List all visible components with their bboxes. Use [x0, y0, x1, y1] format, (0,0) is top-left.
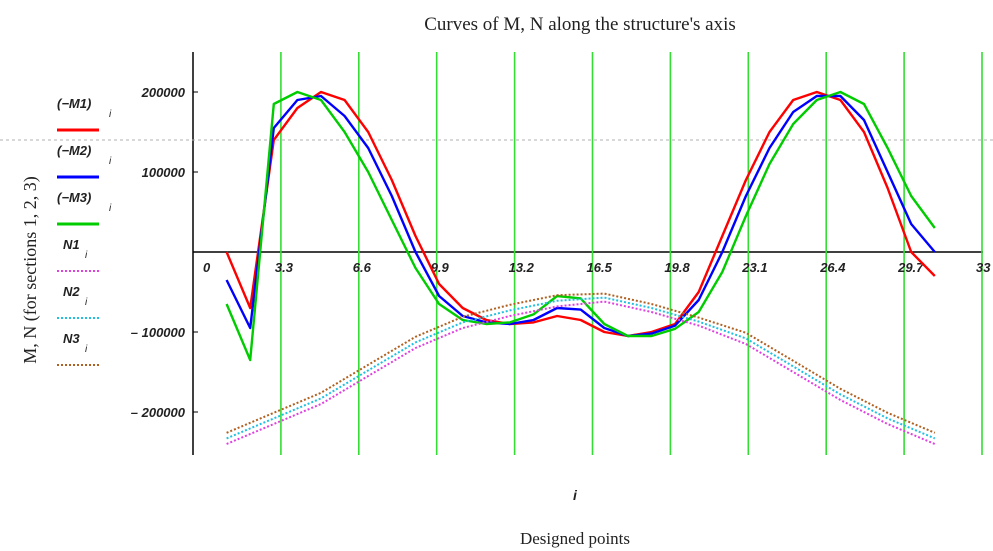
series-line-4	[226, 300, 936, 445]
y-axis-label: M, N (for sections 1, 2, 3)	[20, 176, 41, 363]
chart-title: Curves of M, N along the structure's axi…	[424, 14, 736, 35]
x-axis-label: Designed points	[520, 529, 630, 548]
legend-label: (−M2)	[57, 143, 91, 158]
legend-label-subscript: i	[109, 156, 112, 167]
legend-item-3: (−M3) i	[57, 190, 112, 226]
series-line-5	[226, 296, 936, 440]
legend-label: N1	[63, 237, 80, 252]
x-tick-label: 13.2	[509, 260, 535, 275]
legend-item-5: N2 i	[57, 284, 99, 319]
legend-label: (−M1)	[57, 96, 91, 111]
legend-label: N2	[63, 284, 80, 299]
x-tick-label: 3.3	[275, 260, 294, 275]
legend-item-6: N3 i	[57, 331, 99, 366]
y-tick-label: – 200000	[131, 405, 186, 420]
x-tick-label: 33	[976, 260, 991, 275]
y-axis-label-group: M, N (for sections 1, 2, 3)	[20, 176, 41, 363]
x-axis-variable: i	[573, 487, 578, 503]
x-tick-label: 29.7	[897, 260, 924, 275]
legend-label-subscript: i	[85, 344, 88, 355]
series-line-2	[225, 94, 936, 338]
legend-label-subscript: i	[85, 297, 88, 308]
y-tick-label: – 100000	[131, 325, 186, 340]
y-tick-label: 100000	[142, 165, 186, 180]
series-line-1	[225, 90, 936, 338]
y-tick-label: 200000	[141, 85, 186, 100]
legend-item-1: (−M1) i	[57, 96, 112, 132]
x-tick-label: 0	[203, 260, 211, 275]
x-tick-label: 6.6	[353, 260, 372, 275]
legend-item-4: N1 i	[57, 237, 99, 272]
x-tick-label: 23.1	[741, 260, 767, 275]
x-tick-label: 16.5	[587, 260, 613, 275]
legend-label-subscript: i	[109, 109, 112, 120]
x-tick-label: 19.8	[664, 260, 690, 275]
plot-area: 0 3.3 6.6 9.9 13.2 16.5 19.8 23.1 26.4 29.7 33 2000…	[0, 52, 993, 455]
x-tick-label: 9.9	[431, 260, 450, 275]
legend-item-2: (−M2) i	[57, 143, 112, 179]
legend-label: (−M3)	[57, 190, 91, 205]
x-tick-label: 26.4	[819, 260, 846, 275]
legend-label-subscript: i	[109, 203, 112, 214]
legend-label-subscript: i	[85, 250, 88, 261]
legend-label: N3	[63, 331, 80, 346]
legend: (−M1) i (−M2) i (−M3) i N1 i N2 i N3 i	[57, 96, 112, 366]
series-line-6	[226, 292, 936, 434]
